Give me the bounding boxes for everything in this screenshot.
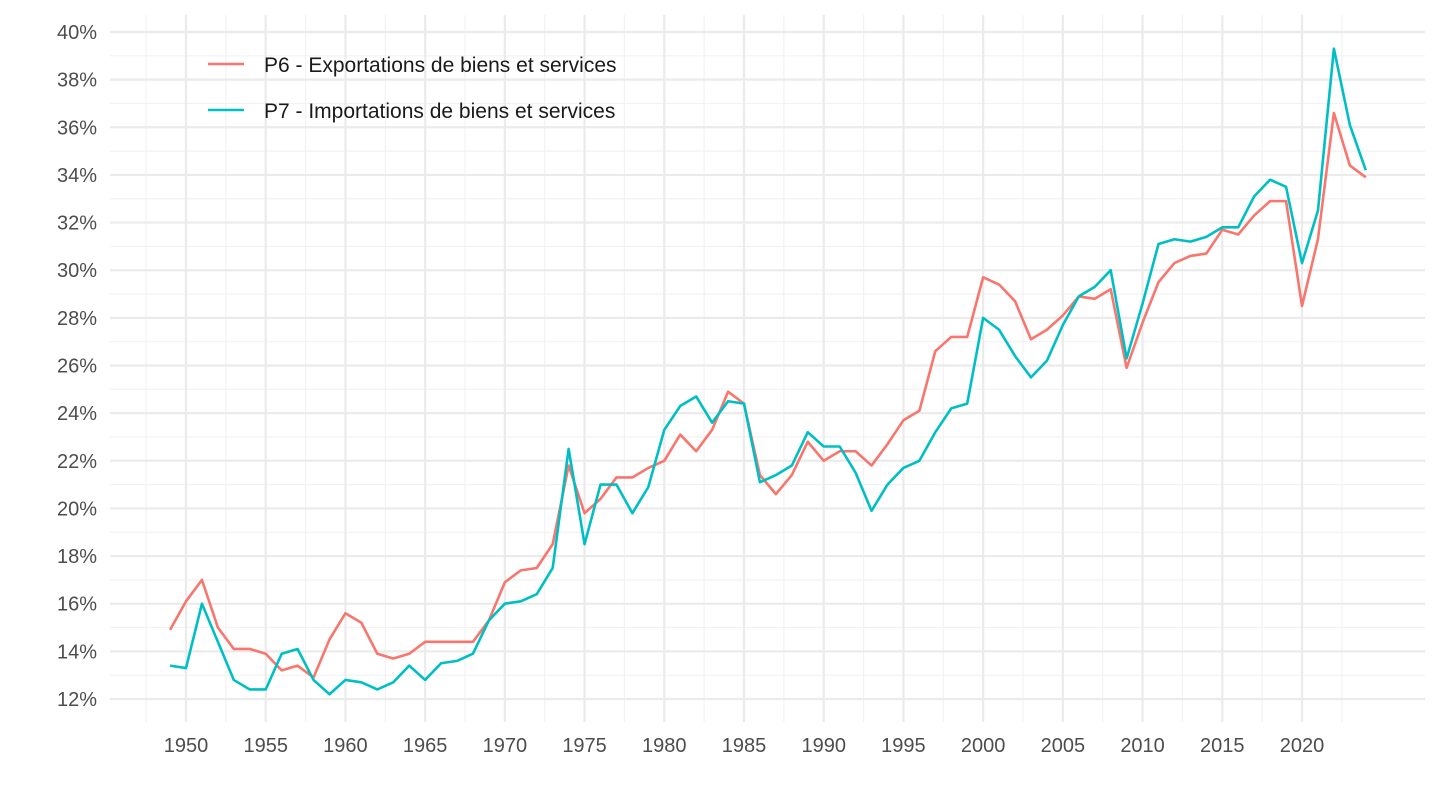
x-tick-label: 1980 xyxy=(642,735,687,757)
x-tick-label: 2010 xyxy=(1120,735,1165,757)
x-tick-label: 1970 xyxy=(483,735,528,757)
y-tick-label: 34% xyxy=(57,165,97,187)
x-tick-label: 1960 xyxy=(323,735,368,757)
y-tick-label: 18% xyxy=(57,546,97,568)
x-tick-label: 1955 xyxy=(243,735,288,757)
y-tick-label: 24% xyxy=(57,403,97,425)
y-tick-label: 32% xyxy=(57,213,97,235)
x-tick-label: 2020 xyxy=(1280,735,1325,757)
series-line-importations xyxy=(169,47,1367,696)
legend: P6 - Exportations de biens et services P7… xyxy=(208,54,617,123)
y-tick-label: 22% xyxy=(57,451,97,473)
x-tick-label: 2015 xyxy=(1200,735,1245,757)
y-tick-label: 40% xyxy=(57,22,97,44)
x-tick-label: 1950 xyxy=(164,735,209,757)
series-lines xyxy=(168,47,1367,696)
y-tick-label: 26% xyxy=(57,356,97,378)
x-tick-label: 2000 xyxy=(961,735,1006,757)
y-tick-label: 14% xyxy=(57,641,97,663)
x-tick-label: 1995 xyxy=(881,735,926,757)
x-tick-label: 1990 xyxy=(801,735,846,757)
y-tick-label: 36% xyxy=(57,117,97,139)
x-tick-label: 1975 xyxy=(562,735,607,757)
y-tick-label: 20% xyxy=(57,498,97,520)
x-tick-label: 1985 xyxy=(722,735,767,757)
y-tick-label: 28% xyxy=(57,308,97,330)
legend-label-exportations: P6 - Exportations de biens et services xyxy=(264,54,617,77)
y-tick-label: 12% xyxy=(57,689,97,711)
y-tick-label: 38% xyxy=(57,70,97,92)
x-axis: 1950 1955 1960 1965 1970 1975 1980 1985 1990 1995… xyxy=(164,735,1325,757)
y-tick-label: 16% xyxy=(57,594,97,616)
x-tick-label: 1965 xyxy=(403,735,448,757)
y-tick-label: 30% xyxy=(57,260,97,282)
y-axis: 12% 14% 16% 18% 20% 22% 24% 26% 28% 30% 32% 34% 36% 3… xyxy=(57,22,97,711)
grid xyxy=(110,15,1425,722)
x-tick-label: 2005 xyxy=(1041,735,1086,757)
series-line-exportations xyxy=(168,111,1367,679)
legend-label-importations: P7 - Importations de biens et services xyxy=(264,100,615,123)
